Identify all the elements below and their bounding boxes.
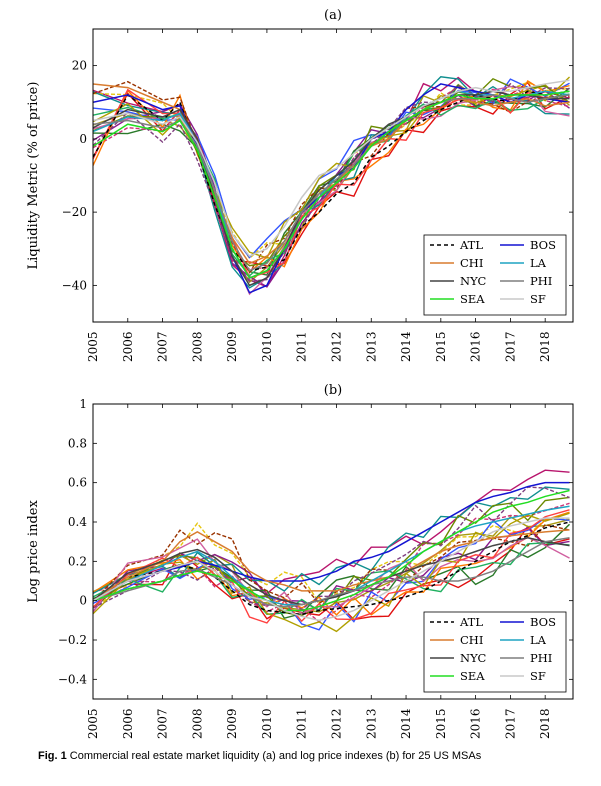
series-line-phi: [93, 536, 570, 608]
y-tick-label: −0.2: [58, 633, 87, 647]
chart-b: (b) Log price index −0.4 −0.2 0 0.2 0.4 0.6 0.8 1…: [26, 383, 574, 739]
y-tick-label: 0.4: [68, 515, 87, 529]
x-tick-label: 2014: [399, 708, 413, 739]
y-tick-label: 0.2: [68, 554, 87, 568]
x-tick-label: 2005: [86, 331, 100, 362]
series-line-nyc: [93, 536, 570, 606]
x-tick-label: 2015: [434, 331, 448, 362]
series-line-sf: [93, 79, 570, 257]
x-tick-label: 2016: [469, 331, 483, 362]
legend-label-phi: PHI: [530, 651, 552, 665]
legend: ATL BOS CHI LA NYC PHI SEA SF: [423, 234, 567, 316]
x-tick-label: 2011: [295, 331, 309, 362]
legend-label-chi: CHI: [460, 256, 483, 270]
chart-title: (b): [324, 383, 342, 398]
x-tick-label: 2007: [156, 708, 170, 739]
x-tick-label: 2007: [156, 331, 170, 362]
legend-label-atl: ATL: [459, 615, 483, 629]
legend: ATL BOS CHI LA NYC PHI SEA SF: [423, 611, 567, 693]
legend-label-phi: PHI: [530, 274, 552, 288]
legend-label-bos: BOS: [530, 238, 556, 252]
plot-frame: [92, 403, 574, 700]
legend-label-bos: BOS: [530, 615, 556, 629]
x-tick-label: 2009: [225, 708, 239, 739]
x-tick-label: 2018: [538, 708, 552, 739]
x-tick-label: 2017: [503, 331, 517, 362]
legend-label-sea: SEA: [460, 292, 485, 306]
series-line-msa-3: [93, 518, 570, 609]
x-tick-label: 2015: [434, 708, 448, 739]
series-line-msa-15: [93, 486, 570, 611]
y-tick-label: 0: [79, 594, 87, 608]
y-tick-label: −0.4: [58, 672, 88, 686]
x-tick-label: 2013: [364, 331, 378, 362]
x-tick-label: 2014: [399, 331, 413, 362]
series-line-sea: [93, 489, 570, 612]
figure-caption: Fig. 1 Commercial real estate market liq…: [38, 750, 588, 762]
x-tick-label: 2012: [329, 331, 343, 362]
figure-canvas: (a) Liquidity Metric (% of price) −40 −20 0 2…: [26, 8, 574, 739]
y-axis-label: Log price index: [26, 500, 41, 603]
legend-label-nyc: NYC: [460, 651, 486, 665]
y-tick-label: −40: [62, 278, 87, 292]
x-tick-label: 2018: [538, 331, 552, 362]
legend-label-la: LA: [530, 256, 547, 270]
chart-a: (a) Liquidity Metric (% of price) −40 −20 0 2…: [26, 8, 574, 362]
y-tick-label: 1: [79, 397, 87, 411]
series-line-msa-13: [93, 536, 570, 615]
legend-label-sf: SF: [530, 669, 546, 683]
x-tick-label: 2017: [503, 708, 517, 739]
series-line-sf: [93, 517, 570, 622]
series-line-phi: [93, 94, 570, 272]
series-line-msa-1: [93, 525, 570, 621]
legend-box: [423, 234, 567, 316]
legend-box: [423, 611, 567, 693]
legend-label-chi: CHI: [460, 633, 483, 647]
x-tick-label: 2010: [260, 331, 274, 362]
series-line-sea: [93, 90, 570, 279]
series-line-atl: [93, 521, 570, 616]
x-tick-label: 2011: [295, 708, 309, 739]
x-tick-label: 2013: [364, 708, 378, 739]
caption-text: Commercial real estate market liquidity …: [69, 750, 482, 762]
x-tick-label: 2010: [260, 708, 274, 739]
y-tick-label: 0.6: [68, 476, 87, 490]
caption-label: Fig. 1: [38, 750, 67, 762]
legend-label-atl: ATL: [459, 238, 483, 252]
plot-frame: [92, 28, 574, 323]
x-tick-label: 2006: [121, 331, 135, 362]
x-tick-label: 2005: [86, 708, 100, 739]
series-line-msa-17: [93, 509, 570, 624]
chart-title: (a): [324, 8, 342, 23]
y-tick-label: 0: [79, 132, 87, 146]
y-tick-label: 0.8: [68, 436, 87, 450]
legend-label-sf: SF: [530, 292, 546, 306]
x-tick-label: 2006: [121, 708, 135, 739]
series-line-msa-9: [93, 511, 570, 616]
series-lines: [93, 76, 571, 296]
legend-label-la: LA: [530, 633, 547, 647]
series-line-msa-10: [93, 486, 570, 595]
x-tick-label: 2008: [190, 708, 204, 739]
legend-label-sea: SEA: [460, 669, 485, 683]
y-axis-label: Liquidity Metric (% of price): [26, 82, 41, 270]
legend-label-nyc: NYC: [460, 274, 486, 288]
series-line-bos: [93, 481, 570, 602]
series-lines: [93, 469, 571, 633]
series-line-chi: [93, 529, 570, 602]
x-tick-label: 2016: [469, 708, 483, 739]
y-tick-label: −20: [62, 205, 87, 219]
series-line-msa-8: [93, 78, 570, 259]
x-tick-label: 2012: [329, 708, 343, 739]
x-tick-label: 2009: [225, 331, 239, 362]
y-tick-label: 20: [72, 59, 87, 73]
x-tick-label: 2008: [190, 331, 204, 362]
series-line-msa-14: [93, 542, 570, 615]
